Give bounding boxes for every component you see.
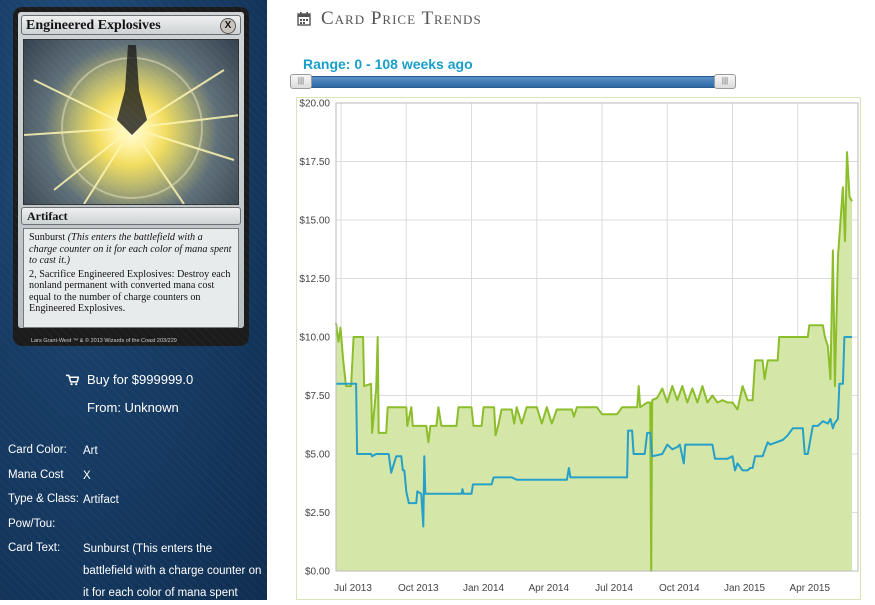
x-tick-label: Apr 2015 [789, 583, 830, 594]
range-label: Range: 0 - 108 weeks ago [303, 56, 473, 72]
x-tick-label: Apr 2014 [528, 583, 569, 594]
x-tick-label: Jul 2014 [595, 583, 633, 594]
y-tick-label: $7.50 [305, 391, 330, 402]
x-tick-label: Jul 2013 [334, 583, 372, 594]
y-tick-label: $17.50 [299, 157, 330, 168]
series-line-green [335, 151, 853, 572]
plot-border [335, 102, 859, 572]
card-artist-credit: Lars Grant-West ™ & © 2013 Wizards of th… [31, 338, 177, 344]
seller-label: From: Unknown [87, 400, 179, 415]
series-line-blue [336, 336, 852, 528]
property-key: Card Color: [8, 444, 67, 456]
card-frame: Engineered Explosives X Artifact Sun [18, 12, 244, 328]
card-name: Engineered Explosives [26, 18, 161, 33]
range-slider[interactable]: ||| ||| [290, 74, 736, 89]
rules-ability: 2, Sacrifice Engineered Explosives: Dest… [29, 268, 231, 315]
card-copyright: ™ & © 2013 Wizards of the Coast 203/229 [72, 338, 177, 344]
y-tick-label: $10.00 [299, 333, 330, 344]
explosion-art-icon [24, 45, 238, 204]
x-tick-label: Jan 2015 [724, 583, 766, 594]
property-key: Type & Class: [8, 493, 79, 505]
property-key: Card Text: [8, 542, 61, 554]
x-tick-label: Oct 2014 [659, 583, 700, 594]
rules-reminder: (This enters the battlefield with a char… [29, 232, 232, 266]
series-area-fill [336, 152, 852, 571]
property-value: Art [83, 445, 98, 457]
y-tick-label: $15.00 [299, 216, 330, 227]
property-value: Artifact [83, 494, 119, 506]
card-name-bar: Engineered Explosives X [21, 15, 241, 35]
property-value: X [83, 469, 91, 482]
property-key: Pow/Tou: [8, 517, 56, 530]
property-row: Card Color: Art [8, 444, 263, 469]
page-title: Card Price Trends [321, 8, 482, 29]
mana-cost-icon: X [220, 18, 236, 34]
price-chart: $0.00 $2.50 $5.00 $7.50 $10.00 $12.50 $15.00 $1… [296, 97, 861, 600]
rules-keyword: Sunburst [29, 232, 66, 243]
price-chart-svg: $0.00 $2.50 $5.00 $7.50 $10.00 $12.50 $15.00 $1… [296, 97, 861, 600]
card-artist: Lars Grant-West [31, 338, 72, 344]
calendar-icon [297, 12, 311, 26]
range-end-handle[interactable]: ||| [714, 74, 736, 89]
card-image: Engineered Explosives X Artifact Sun [13, 7, 249, 346]
card-properties: Card Color: Art Mana Cost X Type & Class: A… [8, 444, 263, 600]
y-tick-label: $0.00 [305, 567, 330, 578]
shopping-cart-icon [66, 374, 79, 385]
card-artwork [23, 39, 239, 205]
y-tick-label: $2.50 [305, 508, 330, 519]
card-type-line: Artifact [21, 207, 241, 225]
x-tick-label: Oct 2013 [398, 583, 439, 594]
y-tick-label: $5.00 [305, 450, 330, 461]
property-row: Card Text: Sunburst (This enters the batt… [8, 542, 263, 600]
property-value: Sunburst (This enters the battlefield wi… [83, 543, 262, 599]
property-row: Type & Class: Artifact [8, 493, 263, 518]
property-key: Mana Cost [8, 468, 64, 481]
card-rules-text: Sunburst (This enters the battlefield wi… [23, 228, 239, 328]
section-header: Card Price Trends [297, 8, 482, 30]
range-start-handle[interactable]: ||| [290, 74, 312, 89]
x-tick-label: Jan 2014 [463, 583, 505, 594]
card-sidebar: Engineered Explosives X Artifact Sun [0, 0, 267, 600]
buy-label: Buy for $999999.0 [87, 372, 194, 387]
y-tick-label: $12.50 [299, 274, 330, 285]
property-row: Mana Cost X [8, 469, 263, 494]
buy-link[interactable]: Buy for $999999.0 [66, 372, 193, 387]
property-row: Pow/Tou: [8, 518, 263, 543]
y-tick-label: $20.00 [299, 99, 330, 110]
